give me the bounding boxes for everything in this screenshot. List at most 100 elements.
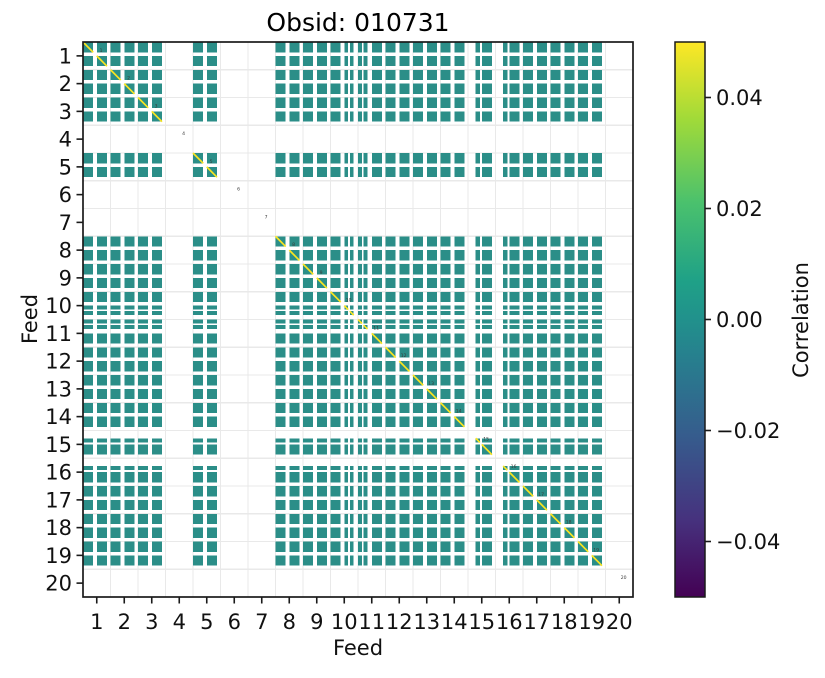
heatmap-cell <box>413 486 424 497</box>
heatmap-cell <box>509 416 520 427</box>
heatmap-cell <box>151 83 162 94</box>
heatmap-cell <box>413 311 424 316</box>
heatmap-cell <box>275 333 286 344</box>
y-tick-label: 13 <box>45 377 72 401</box>
heatmap-cell <box>578 375 589 386</box>
heatmap-cell <box>481 277 492 289</box>
heatmap-cell <box>503 291 508 303</box>
heatmap-cell <box>454 347 465 358</box>
heatmap-cell <box>349 402 354 414</box>
heatmap-cell <box>413 264 424 275</box>
heatmap-cell <box>426 402 437 414</box>
heatmap-cell <box>371 527 382 538</box>
heatmap-cell <box>385 277 396 289</box>
heatmap-cell <box>371 153 382 164</box>
heatmap-cell <box>550 444 561 455</box>
heatmap-cell <box>151 55 162 67</box>
heatmap-cell <box>275 291 286 303</box>
heatmap-cell <box>303 236 314 247</box>
heatmap-cell <box>536 236 547 247</box>
heatmap-cell <box>138 325 149 330</box>
heatmap-cell <box>481 83 492 94</box>
diagonal-self-correlation <box>302 263 314 275</box>
diagonal-self-correlation <box>357 318 363 325</box>
heatmap-cell <box>363 277 368 289</box>
heatmap-cell <box>503 166 508 178</box>
heatmap-cell <box>550 416 561 427</box>
heatmap-cell <box>316 264 327 275</box>
heatmap-cell <box>83 250 94 261</box>
heatmap-cell <box>138 375 149 386</box>
heatmap-cell <box>349 541 354 552</box>
heatmap-cell <box>481 97 492 108</box>
heatmap-cell <box>503 486 508 497</box>
heatmap-cell <box>110 153 121 164</box>
heatmap-cell <box>193 319 204 324</box>
heatmap-cell <box>399 325 410 330</box>
heatmap-cell <box>330 55 341 67</box>
heatmap-cell <box>564 347 575 358</box>
heatmap-cell <box>475 513 480 525</box>
x-tick-label: 3 <box>145 610 158 634</box>
heatmap-cell <box>138 333 149 344</box>
heatmap-cell <box>454 42 465 53</box>
heatmap-cell <box>454 555 465 566</box>
x-axis-label: Feed <box>332 636 384 660</box>
heatmap-cell <box>316 347 327 358</box>
heatmap-cell <box>83 305 94 310</box>
heatmap-cell <box>475 277 480 289</box>
heatmap-cell <box>316 333 327 344</box>
heatmap-cell <box>151 541 162 552</box>
heatmap-cell <box>536 486 547 497</box>
heatmap-cell <box>206 236 217 247</box>
heatmap-cell <box>509 486 520 497</box>
heatmap-cell <box>330 438 341 443</box>
heatmap-cell <box>550 166 561 178</box>
heatmap-cell <box>399 486 410 497</box>
heatmap-cell <box>564 541 575 552</box>
heatmap-cell <box>206 416 217 427</box>
diagonal-self-correlation <box>577 540 589 553</box>
heatmap-cell <box>564 42 575 53</box>
heatmap-cell <box>399 444 410 455</box>
heatmap-cell <box>96 347 107 358</box>
x-tick-label: 13 <box>413 610 440 634</box>
heatmap-cell <box>385 42 396 53</box>
diagonal-self-correlation <box>192 152 204 164</box>
heatmap-cell <box>475 499 480 511</box>
heatmap-cell <box>536 527 547 538</box>
heatmap-cell <box>385 375 396 386</box>
heatmap-cell <box>440 153 451 164</box>
heatmap-cell <box>550 305 561 310</box>
heatmap-cell <box>509 264 520 275</box>
heatmap-cell <box>536 555 547 566</box>
heatmap-cell <box>591 325 602 330</box>
heatmap-cell <box>138 236 149 247</box>
heatmap-cell <box>289 42 300 53</box>
heatmap-cell <box>591 527 602 538</box>
heatmap-cell <box>550 486 561 497</box>
heatmap-cell <box>550 333 561 344</box>
heatmap-cell <box>454 319 465 324</box>
heatmap-cell <box>481 42 492 53</box>
heatmap-cell <box>523 83 534 94</box>
heatmap-cell <box>503 250 508 261</box>
heatmap-cell <box>578 277 589 289</box>
heatmap-cell <box>206 499 217 511</box>
heatmap-cell <box>275 527 286 538</box>
colorbar-tick-label: 0.04 <box>716 86 763 110</box>
heatmap-cell <box>509 527 520 538</box>
heatmap-cell <box>413 513 424 525</box>
heatmap-cell <box>413 69 424 81</box>
heatmap-cell <box>96 236 107 247</box>
heatmap-cell <box>363 264 368 275</box>
heatmap-cell <box>193 513 204 525</box>
heatmap-cell <box>96 402 107 414</box>
heatmap-cell <box>275 166 286 178</box>
heatmap-cell <box>385 333 396 344</box>
heatmap-cell <box>330 69 341 81</box>
heatmap-cell <box>349 472 354 483</box>
heatmap-cell <box>564 388 575 400</box>
heatmap-cell <box>124 444 135 455</box>
heatmap-cell <box>363 388 368 400</box>
